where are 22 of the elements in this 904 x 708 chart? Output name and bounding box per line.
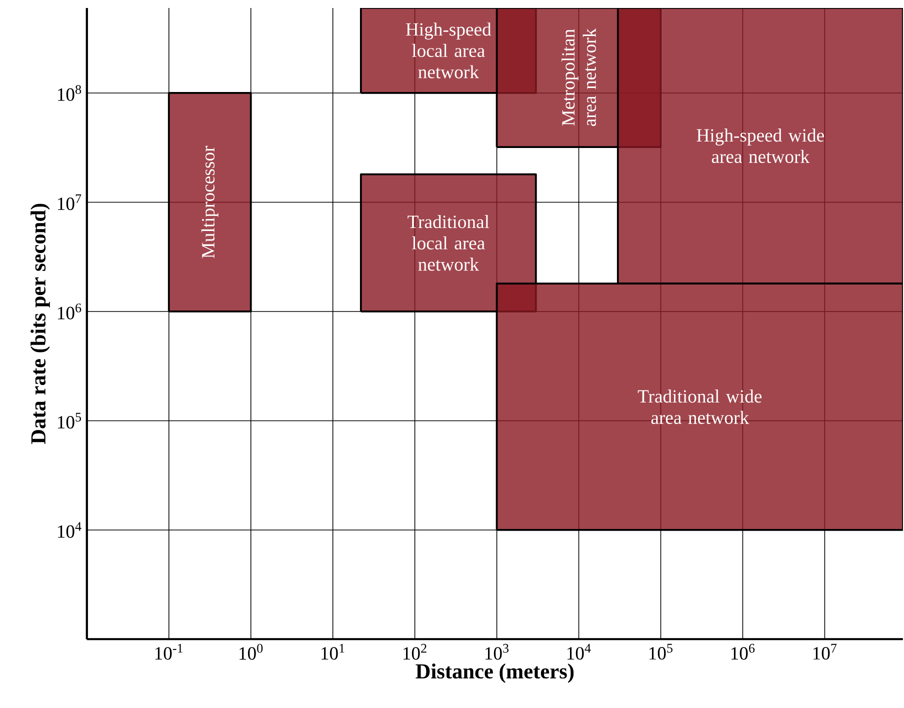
- x-axis-title: Distance (meters): [416, 664, 574, 683]
- y-tick-label: 10$^{5}$: [58, 412, 82, 429]
- x-tick-label: 10$^{4}$: [567, 644, 591, 660]
- series-label: Traditional wide area network: [638, 389, 762, 424]
- y-tick-label: 10$^{7}$: [58, 194, 82, 210]
- x-tick-label: 10$^{6}$: [731, 644, 755, 660]
- x-tick-label: 10$^{0}$: [240, 644, 263, 660]
- y-tick-label: 10$^{8}$: [58, 85, 82, 101]
- y-axis-title: Data rate (bits per second): [30, 204, 50, 444]
- series-label: Traditional local area network: [408, 214, 490, 271]
- series-label: Multiprocessor: [201, 146, 218, 258]
- series-label: High-speed wide area network: [696, 128, 824, 163]
- series-label: Metropolitan area network: [562, 28, 596, 126]
- series-label: High-speed local area network: [406, 22, 492, 78]
- x-tick-label: 10$^{2}$: [404, 644, 426, 660]
- x-tick-label: 10$^{3}$: [486, 644, 509, 660]
- x-tick-label: 10$^{-1}$: [155, 644, 183, 660]
- y-tick-label: 10$^{4}$: [58, 522, 82, 538]
- x-tick-label: 10$^{5}$: [649, 644, 672, 660]
- x-tick-label: 10$^{7}$: [813, 644, 837, 660]
- y-tick-label: 10$^{6}$: [58, 304, 82, 320]
- x-tick-label: 10$^{1}$: [322, 644, 344, 660]
